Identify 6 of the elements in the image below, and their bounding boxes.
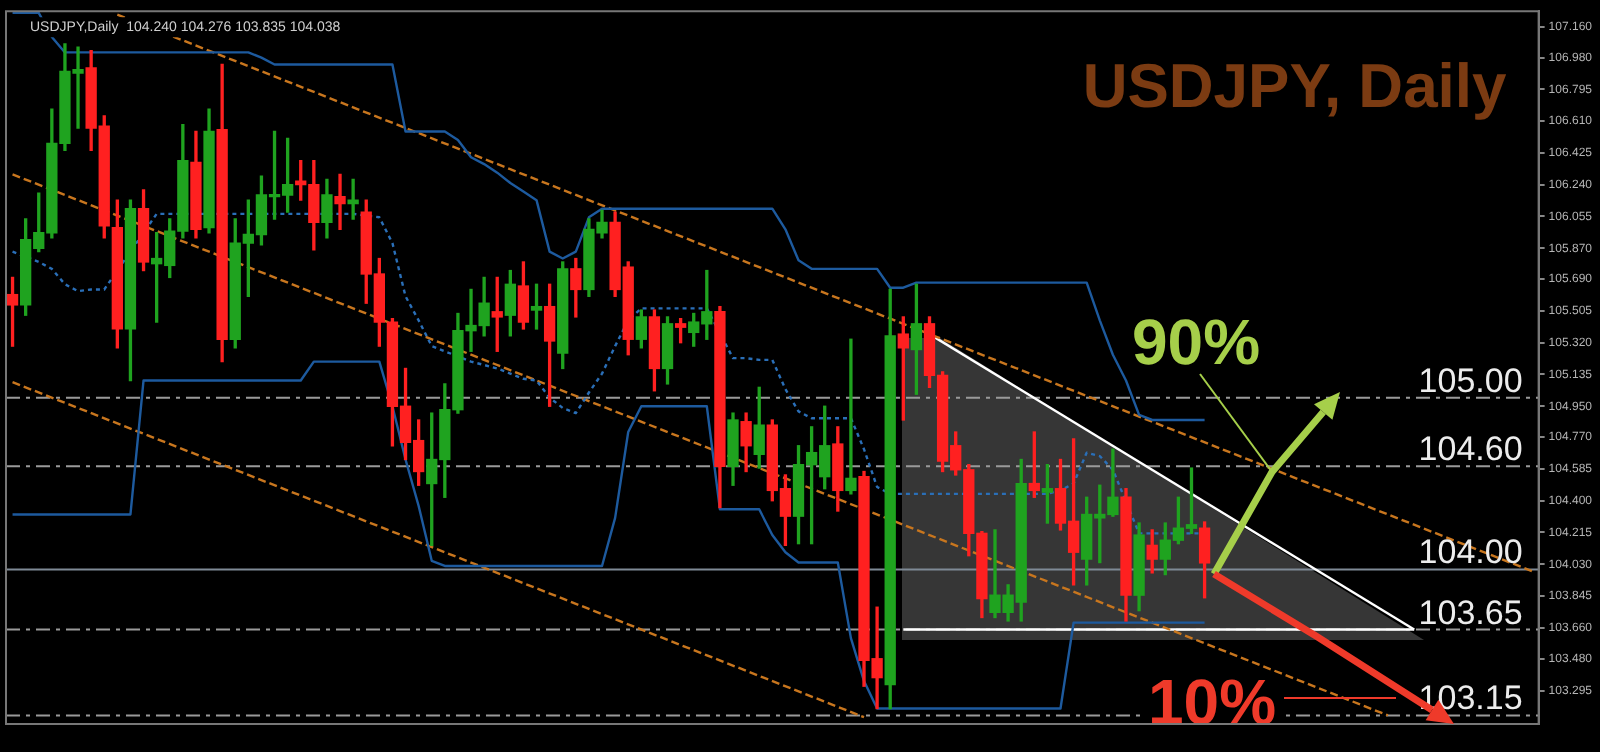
ref-line-label: 104.60 — [1418, 430, 1523, 469]
ref-line-label: 103.65 — [1418, 593, 1523, 632]
text: USDJPY, Daily — [1082, 51, 1509, 122]
annotation: 90% — [1131, 306, 1261, 378]
annotation: 10% — [1147, 666, 1277, 738]
ref-line-label: 105.00 — [1418, 361, 1523, 400]
